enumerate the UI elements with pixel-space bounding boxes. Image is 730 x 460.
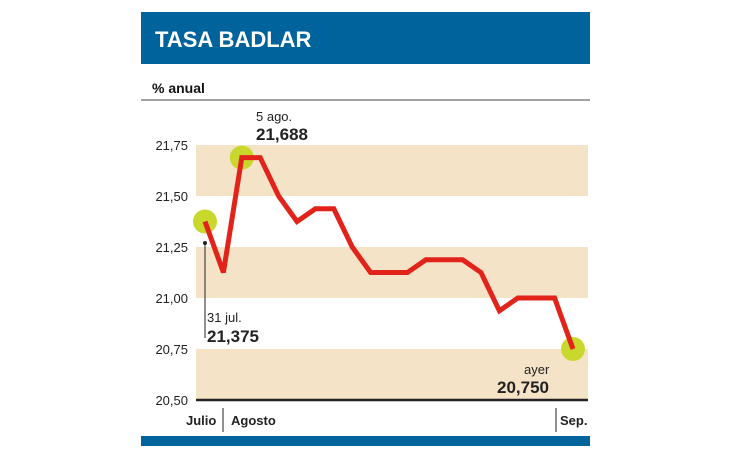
annotation-31jul-label: 31 jul.: [207, 310, 242, 325]
grid-band: [196, 145, 588, 196]
annotation-leader-dot: [203, 241, 207, 245]
x-label-agosto: Agosto: [231, 413, 276, 428]
chart-title: TASA BADLAR: [155, 27, 312, 52]
series-line: [202, 155, 576, 350]
y-tick-label: 21,50: [155, 189, 188, 204]
unit-label: % anual: [152, 80, 205, 96]
annotation-5ago-label: 5 ago.: [256, 109, 292, 124]
grid-band: [196, 349, 588, 400]
x-label-sep: Sep.: [560, 413, 587, 428]
y-tick-label: 21,25: [155, 240, 188, 255]
annotation-5ago-value: 21,688: [256, 125, 308, 144]
y-tick-label: 20,75: [155, 342, 188, 357]
header-bar: [141, 12, 590, 64]
annotation-ayer-value: 20,750: [497, 378, 549, 397]
annotation-ayer-label: ayer: [524, 362, 550, 377]
y-tick-label: 21,75: [155, 138, 188, 153]
annotation-31jul-value: 21,375: [207, 327, 259, 346]
y-tick-labels: 21,75 21,50 21,25 21,00 20,75 20,50: [155, 138, 188, 408]
y-tick-label: 20,50: [155, 393, 188, 408]
y-tick-label: 21,00: [155, 291, 188, 306]
footer-bar: [141, 436, 590, 446]
x-label-julio: Julio: [186, 413, 216, 428]
